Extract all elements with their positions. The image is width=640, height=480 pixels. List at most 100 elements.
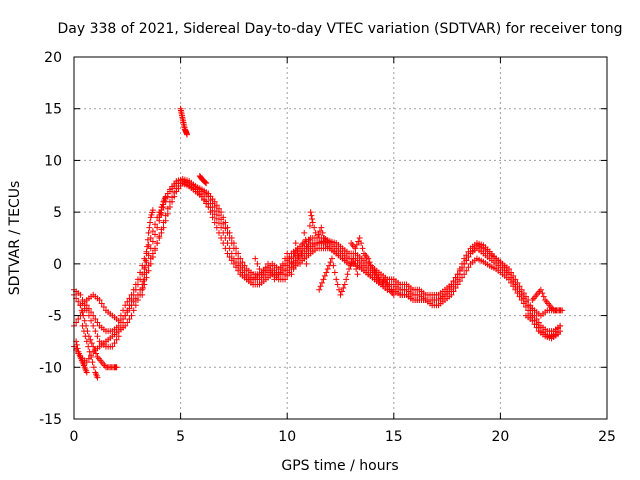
data-point-fill	[113, 336, 120, 343]
data-point-fill	[286, 255, 293, 262]
data-point	[230, 240, 237, 247]
data-point	[305, 250, 312, 257]
data-point-fill	[308, 212, 315, 219]
data-point-fill	[273, 272, 280, 279]
plot-frame	[73, 56, 608, 420]
data-point	[441, 291, 448, 298]
data-point-fill	[88, 340, 95, 347]
data-point-fill	[254, 260, 261, 267]
data-point	[296, 245, 303, 252]
data-point-fill	[315, 231, 322, 238]
data-point-fill	[452, 284, 459, 291]
data-point	[122, 322, 129, 329]
data-point	[94, 374, 101, 381]
data-point-fill	[450, 288, 457, 295]
data-point-fill	[330, 262, 337, 269]
data-point-fill	[452, 274, 459, 281]
data-point	[316, 286, 323, 293]
data-point-fill	[149, 238, 156, 245]
data-point-fill	[159, 201, 166, 208]
data-point-fill	[319, 229, 326, 236]
data-point-fill	[130, 307, 137, 314]
data-point-fill	[85, 343, 92, 350]
data-point-fill	[284, 272, 291, 279]
data-point	[559, 307, 566, 314]
y-tick-label: -10	[39, 360, 62, 376]
data-point-fill	[89, 359, 96, 366]
data-point	[224, 250, 231, 257]
data-point-fill	[162, 217, 169, 224]
data-point	[218, 235, 225, 241]
data-point-fill	[75, 316, 82, 323]
data-point-fill	[306, 236, 313, 243]
data-point	[307, 209, 314, 216]
data-point	[350, 255, 357, 262]
data-point-fill	[508, 274, 515, 281]
data-point	[382, 276, 389, 283]
data-point-fill	[213, 215, 220, 222]
data-point-fill	[529, 312, 536, 319]
data-point	[529, 317, 536, 324]
data-point	[356, 235, 363, 241]
data-point-fill	[144, 243, 151, 250]
data-point-fill	[92, 328, 99, 335]
data-point-fill	[213, 224, 220, 231]
data-point	[322, 240, 329, 247]
data-point-fill	[311, 224, 318, 231]
chart-title: Day 338 of 2021, Sidereal Day-to-day VTE…	[57, 21, 622, 37]
data-point-fill	[139, 281, 146, 288]
data-point	[79, 322, 86, 329]
data-point-fill	[94, 333, 101, 340]
data-point	[162, 193, 169, 200]
data-point-fill	[241, 262, 248, 269]
x-tick-label: 15	[385, 429, 403, 445]
data-point	[115, 333, 122, 340]
y-tick-label: -5	[48, 309, 62, 325]
data-point-fill	[92, 316, 99, 323]
y-tick-labels: -15 -10 -5 0 5 10 15 20	[39, 50, 62, 428]
data-point-fill	[383, 279, 390, 286]
data-point-fill	[80, 312, 87, 319]
data-point-fill	[239, 259, 246, 266]
data-point-fill	[73, 341, 80, 348]
data-point-fill	[514, 284, 521, 291]
y-tick-label: 15	[44, 102, 62, 118]
data-point-fill	[222, 219, 229, 226]
data-point	[115, 322, 122, 329]
data-point-fill	[510, 278, 517, 285]
data-point-fill	[228, 235, 235, 241]
data-point	[154, 240, 161, 247]
data-point	[301, 229, 308, 236]
data-point-fill	[147, 219, 154, 226]
data-point-fill	[88, 309, 95, 316]
data-point	[145, 229, 152, 236]
data-point-fill	[292, 259, 299, 266]
data-point-fill	[140, 278, 147, 285]
data-point	[296, 260, 303, 267]
data-point-fill	[353, 241, 360, 248]
data-point-fill	[267, 266, 274, 273]
data-point-fill	[130, 298, 137, 305]
data-point-fill	[158, 229, 165, 236]
data-point-fill	[215, 229, 222, 236]
data-point-fill	[159, 204, 166, 211]
data-point	[328, 255, 335, 262]
data-point-fill	[539, 290, 546, 297]
data-point	[505, 271, 512, 278]
data-point-fill	[149, 228, 156, 235]
data-point-fill	[368, 262, 375, 269]
data-point	[341, 281, 348, 288]
data-point-fill	[142, 264, 149, 271]
data-point-fill	[385, 283, 392, 290]
data-point-fill	[202, 179, 209, 186]
data-point-fill	[74, 345, 81, 352]
data-point-fill	[520, 295, 527, 302]
data-point-fill	[533, 324, 540, 331]
data-point	[77, 302, 84, 309]
data-point	[122, 312, 129, 319]
data-point-fill	[260, 267, 267, 274]
data-point-fill	[338, 288, 345, 295]
data-point-fill	[87, 336, 94, 343]
data-point	[352, 245, 359, 252]
